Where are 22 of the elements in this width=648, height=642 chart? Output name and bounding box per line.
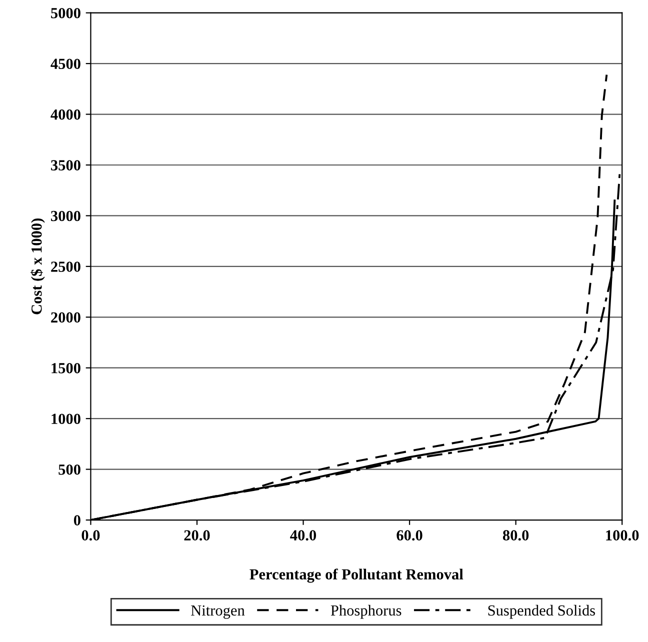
y-tick-label: 2500 [51,262,80,272]
x-tick-label: 60.0 [396,530,422,541]
x-axis-title: Percentage of Pollutant Removal [250,568,464,583]
x-tick-label: 100.0 [606,530,639,541]
y-tick-label: 5000 [51,8,80,18]
y-tick-label: 4000 [50,109,80,120]
y-tick-label: 500 [58,464,80,475]
y-tick-label: 1000 [52,414,80,424]
x-tick-label: 0.0 [82,530,100,541]
y-tick-label: 3500 [51,160,80,170]
y-tick-label: 4500 [50,58,80,70]
y-tick-label: 0 [74,515,80,526]
y-tick-label: 3000 [51,210,80,222]
legend-label: Phosphorus [330,604,402,619]
y-tick-label: 1500 [52,363,80,374]
y-tick-label: 2000 [51,312,80,323]
x-tick-label: 80.0 [502,530,529,541]
x-tick-label: 40.0 [290,530,316,541]
legend-label: Nitrogen [191,605,245,619]
x-tick-label: 20.0 [184,530,210,541]
y-axis-title: Cost ($ x 1000) [30,218,45,314]
legend-label: Suspended Solids [488,604,595,619]
